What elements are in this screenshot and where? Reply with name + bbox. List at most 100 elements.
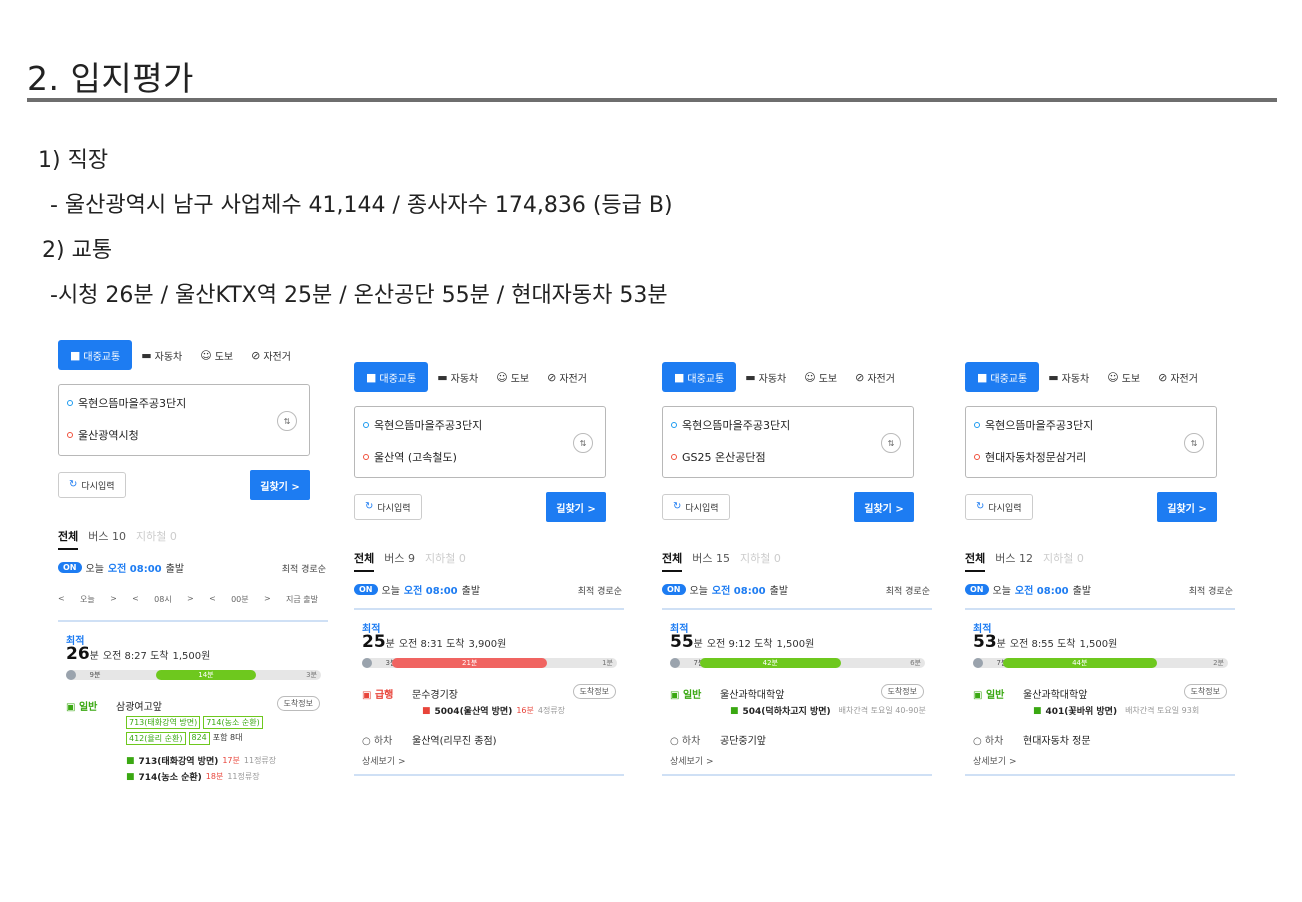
origin-field[interactable]: 옥현으뜸마을주공3단지 bbox=[363, 417, 482, 433]
board-stop[interactable]: 울산과학대학앞 bbox=[1023, 690, 1088, 701]
swap-icon[interactable]: ⇅ bbox=[573, 433, 593, 453]
on-toggle[interactable]: ON bbox=[965, 584, 989, 595]
search-button[interactable]: 길찾기 > bbox=[250, 470, 310, 500]
tab-transit[interactable]: ■ 대중교통 bbox=[662, 362, 737, 392]
details-link[interactable]: 상세보기 > bbox=[362, 757, 406, 767]
tab-subway[interactable]: 지하철 0 bbox=[425, 552, 466, 565]
sort-dropdown[interactable]: 최적 경로순 bbox=[281, 565, 326, 575]
tab-all[interactable]: 전체 bbox=[354, 550, 375, 572]
board-stop[interactable]: 문수경기장 bbox=[412, 690, 458, 701]
tab-bus[interactable]: 버스 15 bbox=[692, 552, 730, 565]
route-chip[interactable]: 412(율리 순환) bbox=[126, 732, 186, 745]
time-picker-item[interactable]: > bbox=[110, 594, 117, 603]
origin-field[interactable]: 옥현으뜸마을주공3단지 bbox=[671, 417, 790, 433]
search-button[interactable]: 길찾기 > bbox=[1157, 492, 1217, 522]
origin-field[interactable]: 옥현으뜸마을주공3단지 bbox=[974, 417, 1093, 433]
tab-bike[interactable]: ⊘ 자전거 bbox=[242, 340, 300, 370]
reset-button[interactable]: ↻ 다시입력 bbox=[354, 494, 422, 520]
arrival-info-button[interactable]: 도착정보 bbox=[572, 684, 616, 699]
reset-button[interactable]: ↻ 다시입력 bbox=[965, 494, 1033, 520]
swap-icon[interactable]: ⇅ bbox=[277, 411, 297, 431]
route-chip[interactable]: 714(농소 순환) bbox=[203, 716, 263, 729]
details-link[interactable]: 상세보기 > bbox=[670, 757, 714, 767]
time-picker-item[interactable]: < bbox=[132, 594, 139, 603]
on-toggle[interactable]: ON bbox=[58, 562, 82, 573]
route-name: 713(태화강역 방면) bbox=[138, 757, 219, 767]
time-picker-item[interactable]: < bbox=[58, 594, 65, 603]
arrival-info-button[interactable]: 도착정보 bbox=[276, 696, 320, 711]
tab-all[interactable]: 전체 bbox=[965, 550, 986, 572]
time-picker-item[interactable]: < bbox=[209, 594, 216, 603]
departure-selector[interactable]: ON 오늘 오전 08:00 출발 bbox=[662, 582, 788, 597]
bus-route[interactable]: ■ 5004(울산역 방면) 16분 4정류장 bbox=[422, 704, 566, 718]
tab-bike[interactable]: ⊘ 자전거 bbox=[846, 362, 904, 392]
tab-car[interactable]: ▬ 자동차 bbox=[428, 362, 487, 392]
alight-stop[interactable]: 공단중기앞 bbox=[720, 736, 766, 747]
time-picker-item[interactable]: 00분 bbox=[231, 595, 249, 604]
search-button[interactable]: 길찾기 > bbox=[854, 492, 914, 522]
time-picker-item[interactable]: 오늘 bbox=[80, 595, 95, 604]
tab-transit[interactable]: ■ 대중교통 bbox=[354, 362, 429, 392]
tab-subway[interactable]: 지하철 0 bbox=[739, 552, 781, 565]
board-stop[interactable]: 울산과학대학앞 bbox=[720, 690, 785, 701]
tab-car[interactable]: ▬ 자동차 bbox=[132, 340, 191, 370]
tab-bike[interactable]: ⊘ 자전거 bbox=[1149, 362, 1207, 392]
tab-subway[interactable]: 지하철 0 bbox=[1042, 552, 1084, 565]
route-meta: 4정류장 bbox=[537, 706, 566, 715]
tab-transit[interactable]: ■ 대중교통 bbox=[58, 340, 133, 370]
tab-bus[interactable]: 버스 10 bbox=[88, 530, 126, 543]
tab-bus[interactable]: 버스 12 bbox=[995, 552, 1033, 565]
departure-selector[interactable]: ON 오늘 오전 08:00 출발 bbox=[965, 582, 1091, 597]
alight-stop[interactable]: 울산역(리무진 종점) bbox=[412, 736, 497, 747]
route-chip[interactable]: 713(태화강역 방면) bbox=[126, 716, 201, 729]
time-picker-item[interactable]: > bbox=[263, 594, 271, 603]
reset-button[interactable]: ↻ 다시입력 bbox=[662, 494, 730, 520]
destination-field[interactable]: 울산역 (고속철도) bbox=[363, 449, 457, 465]
section-transport: 2) 교통 bbox=[42, 238, 113, 263]
departure-selector[interactable]: ON 오늘 오전 08:00 출발 bbox=[58, 560, 184, 575]
on-toggle[interactable]: ON bbox=[662, 584, 686, 595]
bus-route[interactable]: ■ 714(농소 순환) 18분 11정류장 bbox=[126, 770, 260, 784]
origin-label: 옥현으뜸마을주공3단지 bbox=[374, 419, 483, 432]
destination-field[interactable]: 현대자동차정문삼거리 bbox=[974, 449, 1086, 465]
details-link[interactable]: 상세보기 > bbox=[973, 757, 1017, 767]
bus-route[interactable]: ■ 504(덕하차고지 방면) 배차간격 토요일 40-90분 bbox=[730, 704, 926, 718]
tab-all[interactable]: 전체 bbox=[58, 528, 79, 550]
swap-icon[interactable]: ⇅ bbox=[1184, 433, 1204, 453]
bus-route[interactable]: ■ 401(꽃바위 방면) 배차간격 토요일 93회 bbox=[1033, 704, 1199, 718]
tab-bus[interactable]: 버스 9 bbox=[384, 552, 415, 565]
arrival-info-button[interactable]: 도착정보 bbox=[880, 684, 924, 699]
origin-field[interactable]: 옥현으뜸마을주공3단지 bbox=[67, 395, 186, 411]
tab-all[interactable]: 전체 bbox=[662, 550, 683, 572]
sort-dropdown[interactable]: 최적 경로순 bbox=[577, 587, 622, 597]
tab-transit[interactable]: ■ 대중교통 bbox=[965, 362, 1040, 392]
bus-route[interactable]: ■ 713(태화강역 방면) 17분 11정류장 bbox=[126, 754, 276, 768]
time-picker-row[interactable]: < 오늘 > <08시 > <00분 > 지금 출발 bbox=[58, 594, 318, 605]
arrival-info-button[interactable]: 도착정보 bbox=[1183, 684, 1227, 699]
search-button[interactable]: 길찾기 > bbox=[546, 492, 606, 522]
swap-icon[interactable]: ⇅ bbox=[881, 433, 901, 453]
tab-walk[interactable]: ☺ 도보 bbox=[795, 362, 846, 392]
tab-walk[interactable]: ☺ 도보 bbox=[191, 340, 242, 370]
tab-subway[interactable]: 지하철 0 bbox=[135, 530, 177, 543]
alight-stop[interactable]: 현대자동차 정문 bbox=[1023, 736, 1091, 747]
departure-selector[interactable]: ON 오늘 오전 08:00 출발 bbox=[354, 582, 480, 597]
tab-walk[interactable]: ☺ 도보 bbox=[1098, 362, 1149, 392]
destination-field[interactable]: GS25 온산공단점 bbox=[671, 449, 766, 465]
tab-car[interactable]: ▬ 자동차 bbox=[1039, 362, 1098, 392]
reset-button[interactable]: ↻ 다시입력 bbox=[58, 472, 126, 498]
destination-field[interactable]: 울산광역시청 bbox=[67, 427, 139, 443]
time-picker-item[interactable]: 08시 bbox=[154, 595, 172, 604]
route-name: 714(농소 순환) bbox=[138, 773, 202, 783]
board-stop[interactable]: 삼광여고앞 bbox=[116, 702, 162, 713]
sort-dropdown[interactable]: 최적 경로순 bbox=[885, 587, 930, 597]
route-count: 포함 8대 bbox=[212, 733, 243, 742]
route-chip[interactable]: 824 bbox=[188, 732, 210, 745]
time-picker-item[interactable]: > bbox=[187, 594, 194, 603]
time-picker-item[interactable]: 지금 출발 bbox=[286, 595, 318, 604]
tab-bike[interactable]: ⊘ 자전거 bbox=[538, 362, 596, 392]
on-toggle[interactable]: ON bbox=[354, 584, 378, 595]
sort-dropdown[interactable]: 최적 경로순 bbox=[1188, 587, 1233, 597]
tab-car[interactable]: ▬ 자동차 bbox=[736, 362, 795, 392]
tab-walk[interactable]: ☺ 도보 bbox=[487, 362, 538, 392]
